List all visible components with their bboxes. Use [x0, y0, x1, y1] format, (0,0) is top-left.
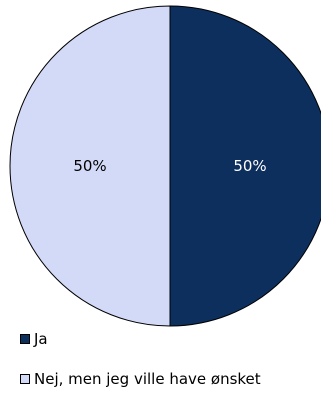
pie-slices [9, 5, 321, 327]
pie-chart: 50% 50% [9, 5, 321, 327]
legend-label-nej: Nej, men jeg ville have ønsket [34, 370, 261, 388]
legend-swatch-nej [20, 374, 30, 384]
pie-slice-1 [9, 5, 171, 327]
legend-swatch-ja [20, 334, 30, 344]
pie-data-labels: 50% 50% [73, 157, 266, 175]
pie-slice-0 [169, 5, 321, 327]
legend-item-nej: Nej, men jeg ville have ønsket [20, 370, 261, 388]
legend-item-ja: Ja [20, 330, 48, 348]
legend-label-ja: Ja [34, 330, 48, 348]
pie-data-label-0: 50% [233, 157, 266, 175]
pie-data-label-1: 50% [73, 157, 106, 175]
